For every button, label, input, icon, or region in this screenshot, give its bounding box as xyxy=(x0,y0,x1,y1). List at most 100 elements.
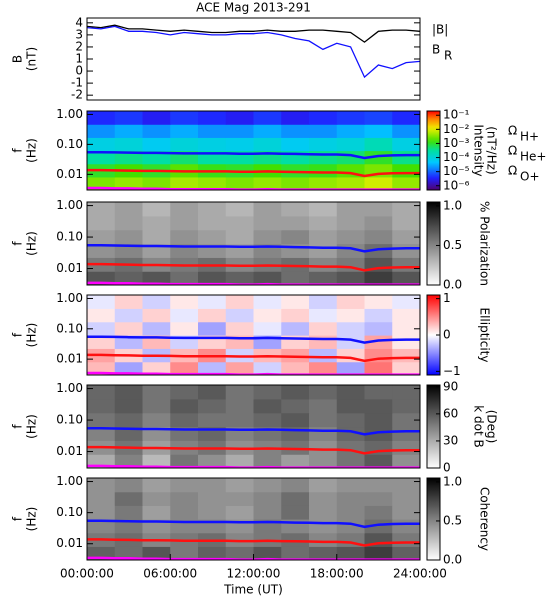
heatmap-cell xyxy=(392,229,420,245)
heatmap-cell xyxy=(114,137,144,152)
heatmap-cell xyxy=(87,215,116,231)
heatmap-cell xyxy=(87,398,116,414)
heatmap-cell xyxy=(87,229,116,245)
heatmap-cell xyxy=(114,295,144,309)
heatmap-cell xyxy=(170,546,199,560)
heatmap-cell xyxy=(170,385,199,400)
heatmap-cell xyxy=(225,546,255,560)
heatmap-cell xyxy=(253,412,282,428)
colorbar-label: k dot B xyxy=(472,405,486,447)
heatmap-cell xyxy=(170,491,199,506)
heatmap-cell xyxy=(114,202,144,217)
colorbar-label: % Polarization xyxy=(478,201,492,286)
colorbar-tick-label: 10⁻² xyxy=(443,122,470,136)
heatmap-cell xyxy=(198,176,227,190)
heatmap-cell xyxy=(364,215,393,231)
heatmap-cell xyxy=(309,532,338,547)
heatmap-cell xyxy=(336,385,366,400)
plot-area xyxy=(87,385,420,468)
heatmap-cell xyxy=(170,176,199,190)
heatmap-cell xyxy=(253,454,282,468)
heatmap-cell xyxy=(309,271,338,285)
heatmap-cell xyxy=(198,215,227,231)
heatmap-cell xyxy=(198,505,227,520)
heatmap-cell xyxy=(170,308,199,323)
y-tick-label: 4 xyxy=(75,15,83,29)
heatmap-cell xyxy=(225,478,255,493)
heatmap-cell xyxy=(392,398,420,414)
heatmap-cell xyxy=(364,385,393,400)
heatmap-cell xyxy=(170,505,199,520)
heatmap-cell xyxy=(198,361,227,375)
heatmap-cell xyxy=(225,229,255,245)
heatmap-cell xyxy=(281,321,310,336)
colorbar xyxy=(426,201,441,286)
heatmap-cell xyxy=(225,321,255,336)
y-tick-label: 1.00 xyxy=(56,198,83,212)
heatmap-cell xyxy=(309,385,338,400)
heatmap-cell xyxy=(170,229,199,245)
heatmap-cell xyxy=(309,361,338,375)
heatmap-cell xyxy=(281,385,310,400)
heatmap-cell xyxy=(225,491,255,506)
plot-area xyxy=(87,24,420,79)
heatmap-cell xyxy=(336,215,366,231)
heatmap-cell xyxy=(114,505,144,520)
heatmap-cell xyxy=(225,308,255,323)
heatmap-cell xyxy=(170,398,199,414)
series-line xyxy=(87,353,420,363)
heatmap-cell xyxy=(114,176,144,190)
series-line xyxy=(87,426,420,436)
legend-label: B xyxy=(432,43,440,57)
heatmap-cell xyxy=(392,426,420,441)
heatmap-cell xyxy=(309,111,338,125)
plot-area xyxy=(87,202,420,285)
y-axis-unit: (Hz) xyxy=(25,507,39,532)
heatmap-cell xyxy=(336,491,366,506)
heatmap-cell xyxy=(142,491,171,506)
colorbar-tick-label: 10⁻⁶ xyxy=(443,178,470,192)
colorbar-unit: (Deg) xyxy=(485,410,499,444)
heatmap-cell xyxy=(336,229,366,245)
heatmap-cell xyxy=(281,111,310,125)
heatmap-cell xyxy=(309,295,338,309)
heatmap-cell xyxy=(114,124,144,138)
heatmap-cell xyxy=(309,505,338,520)
y-axis-unit: (Hz) xyxy=(25,138,39,163)
heatmap-cell xyxy=(364,111,393,125)
y-tick-label: 0.10 xyxy=(56,505,83,519)
heatmap-cell xyxy=(225,454,255,468)
colorbar xyxy=(426,384,441,469)
heatmap-cell xyxy=(225,532,255,547)
heatmap-cell xyxy=(225,440,255,455)
series-line xyxy=(87,445,420,455)
heatmap-cell xyxy=(170,478,199,493)
heatmap-cell xyxy=(336,546,366,560)
series-line xyxy=(87,335,420,344)
heatmap-cell xyxy=(336,202,366,217)
heatmap-cell xyxy=(281,519,310,534)
heatmap-cell xyxy=(87,321,116,336)
y-axis-label: f xyxy=(11,424,25,429)
heatmap-cell xyxy=(170,454,199,468)
heatmap-cell xyxy=(114,454,144,468)
heatmap-cell xyxy=(281,215,310,231)
heatmap-cell xyxy=(364,398,393,414)
heatmap-cell xyxy=(281,202,310,217)
heatmap-cell xyxy=(114,271,144,285)
heatmap-cell xyxy=(392,150,420,165)
heatmap-cell xyxy=(281,478,310,493)
heatmap-cell xyxy=(142,385,171,400)
series-line xyxy=(87,24,420,43)
heatmap-cell xyxy=(392,454,420,468)
heatmap-cell xyxy=(392,412,420,428)
heatmap-cell xyxy=(142,124,171,138)
heatmap-cell xyxy=(336,478,366,493)
plot-area xyxy=(87,295,420,375)
colorbar-tick-label: 30 xyxy=(443,433,458,447)
heatmap-cell xyxy=(253,295,282,309)
heatmap-cell xyxy=(392,308,420,323)
y-axis-unit: (Hz) xyxy=(25,323,39,348)
heatmap-cell xyxy=(198,321,227,336)
heatmap-cell xyxy=(364,271,393,285)
